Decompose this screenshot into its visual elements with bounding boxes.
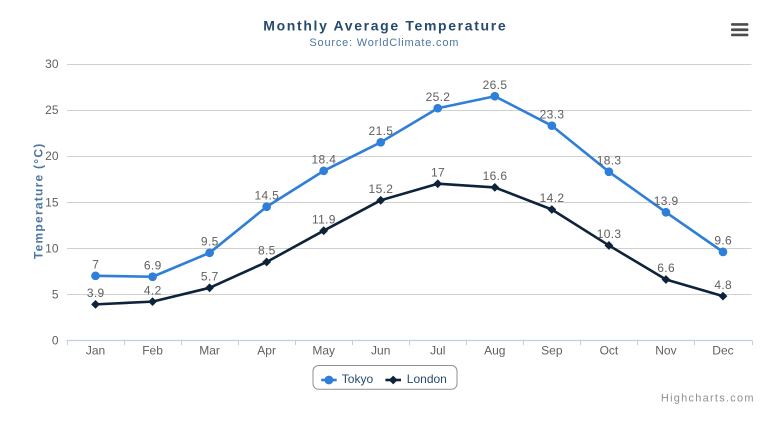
svg-text:13.9: 13.9 — [654, 194, 679, 208]
svg-text:9.6: 9.6 — [714, 234, 732, 248]
svg-text:10.3: 10.3 — [597, 227, 622, 241]
svg-text:Dec: Dec — [712, 343, 733, 357]
svg-text:London: London — [407, 372, 447, 386]
svg-text:Monthly Average Temperature: Monthly Average Temperature — [263, 17, 507, 33]
svg-text:Apr: Apr — [257, 343, 276, 357]
svg-text:15.2: 15.2 — [369, 182, 394, 196]
svg-text:Aug: Aug — [484, 343, 505, 357]
svg-text:Temperature (°C): Temperature (°C) — [32, 143, 46, 260]
svg-text:May: May — [312, 343, 335, 357]
svg-text:7: 7 — [92, 258, 99, 272]
svg-text:Mar: Mar — [199, 343, 220, 357]
svg-text:Feb: Feb — [142, 343, 163, 357]
svg-text:Nov: Nov — [655, 343, 676, 357]
svg-text:11.9: 11.9 — [312, 212, 336, 226]
svg-text:14.2: 14.2 — [540, 191, 565, 205]
svg-text:26.5: 26.5 — [483, 78, 508, 92]
svg-text:Highcharts.com: Highcharts.com — [661, 393, 755, 405]
svg-text:Sep: Sep — [541, 343, 563, 357]
svg-text:Oct: Oct — [600, 343, 619, 357]
svg-text:8.5: 8.5 — [258, 244, 276, 258]
svg-text:Source: WorldClimate.com: Source: WorldClimate.com — [309, 37, 459, 49]
svg-text:23.3: 23.3 — [540, 107, 565, 121]
svg-text:25: 25 — [45, 103, 59, 117]
svg-text:30: 30 — [45, 57, 59, 71]
svg-text:4.8: 4.8 — [714, 278, 732, 292]
svg-text:18.4: 18.4 — [312, 153, 337, 167]
svg-text:Jun: Jun — [371, 343, 390, 357]
svg-text:4.2: 4.2 — [144, 283, 162, 297]
svg-text:15: 15 — [45, 195, 59, 209]
svg-text:3.9: 3.9 — [87, 286, 105, 300]
svg-text:21.5: 21.5 — [369, 124, 394, 138]
svg-text:10: 10 — [45, 241, 59, 255]
svg-text:20: 20 — [45, 149, 59, 163]
svg-text:5: 5 — [52, 287, 59, 301]
svg-text:9.5: 9.5 — [201, 235, 219, 249]
svg-text:0: 0 — [52, 333, 59, 347]
svg-text:6.6: 6.6 — [657, 261, 675, 275]
svg-text:Jan: Jan — [86, 343, 105, 357]
svg-text:5.7: 5.7 — [201, 270, 219, 284]
svg-text:25.2: 25.2 — [426, 90, 451, 104]
svg-text:Jul: Jul — [430, 343, 445, 357]
svg-text:18.3: 18.3 — [597, 153, 622, 167]
svg-text:6.9: 6.9 — [144, 258, 162, 272]
svg-text:17: 17 — [431, 165, 445, 179]
svg-text:16.6: 16.6 — [483, 169, 508, 183]
svg-text:Tokyo: Tokyo — [342, 372, 374, 386]
svg-text:14.5: 14.5 — [254, 188, 279, 202]
